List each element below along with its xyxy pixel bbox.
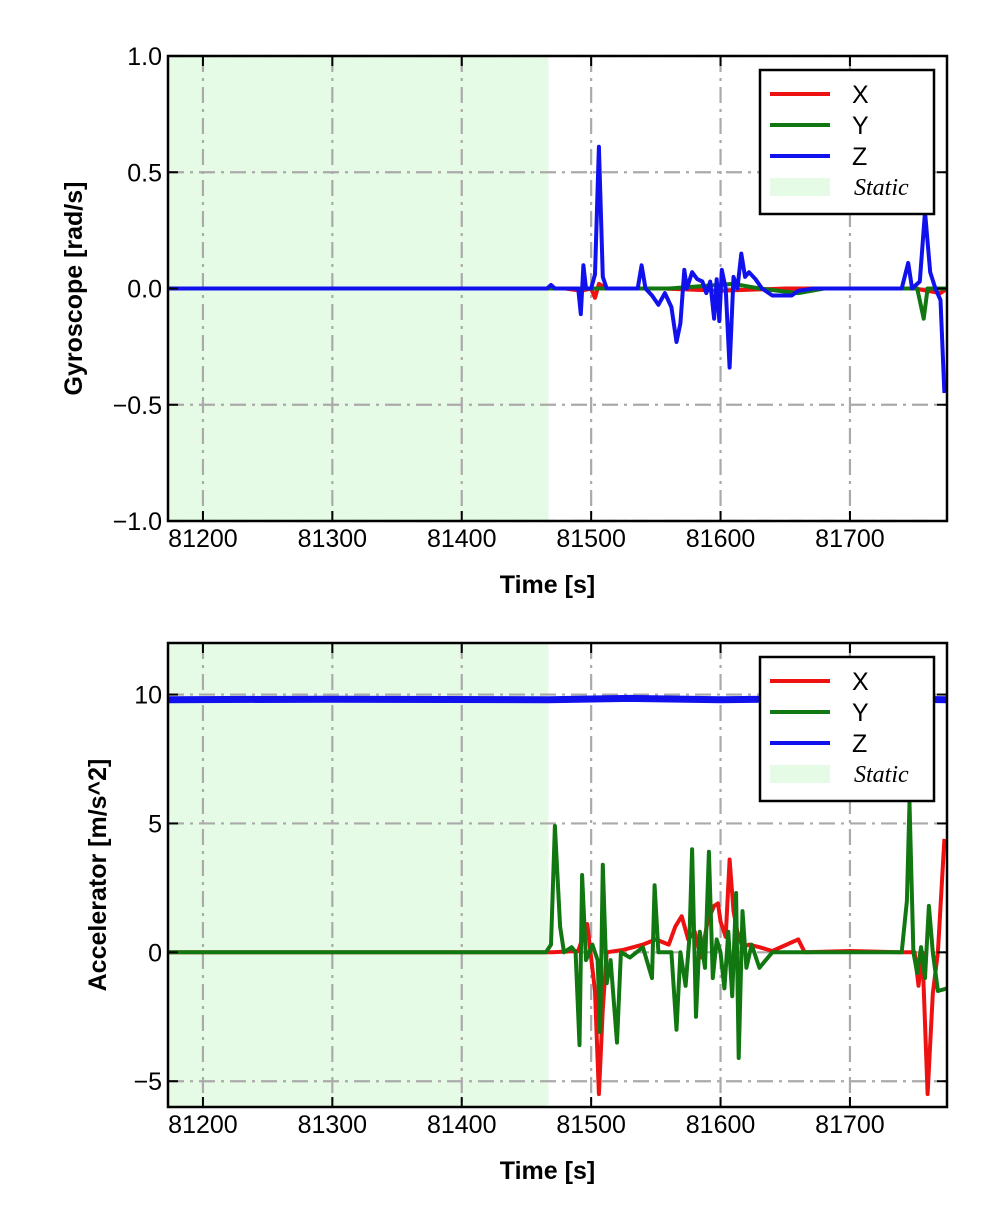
legend-swatch-static <box>770 765 830 783</box>
x-tick-label: 81400 <box>427 525 497 553</box>
legend: XYZ Static <box>758 655 936 803</box>
y-axis-title: Gyroscope [rad/s] <box>60 182 88 396</box>
x-tick-label: 81600 <box>686 1111 756 1139</box>
series-line-y <box>168 800 947 1060</box>
y-tick-label: −1.0 <box>113 508 162 536</box>
x-tick-label: 81500 <box>556 1111 626 1139</box>
series-line-x <box>168 838 947 1097</box>
legend-label-x: X <box>852 81 869 109</box>
x-tick-label: 81300 <box>298 525 368 553</box>
legend-label-static: Static <box>854 175 909 201</box>
y-axis-title: Accelerator [m/s^2] <box>84 759 112 992</box>
x-tick-label: 81300 <box>298 1111 368 1139</box>
x-tick-label: 81700 <box>815 525 885 553</box>
legend: XYZ Static <box>758 68 936 216</box>
x-axis-title: Time [s] <box>500 571 595 599</box>
y-tick-label: 1.0 <box>127 43 162 71</box>
y-tick-label: 0.0 <box>127 276 162 304</box>
legend-label-z: Z <box>852 730 867 758</box>
x-axis-title: Time [s] <box>500 1157 595 1185</box>
legend-label-z: Z <box>852 143 867 171</box>
plot-frame <box>166 641 949 1109</box>
x-tick-label: 81200 <box>168 525 238 553</box>
y-tick-label: 0.5 <box>127 159 162 187</box>
legend-swatch-static <box>770 178 830 196</box>
x-tick-label: 81500 <box>556 525 626 553</box>
legend-label-y: Y <box>852 112 869 140</box>
legend-label-static: Static <box>854 762 909 788</box>
y-tick-label: −5 <box>133 1068 162 1096</box>
chart-1: 81200 81300 81400 81500 81600 81700 −1.0 −0.5 0.… <box>60 43 949 599</box>
series-line-z <box>168 144 947 394</box>
y-tick-label: 0 <box>148 939 162 967</box>
chart-2: 81200 81300 81400 81500 81600 81700 −5 0 5 10 Time… <box>84 641 949 1185</box>
x-tick-label: 81400 <box>427 1111 497 1139</box>
series-group <box>168 144 947 394</box>
legend-label-x: X <box>852 668 869 696</box>
static-region <box>168 643 549 1107</box>
y-tick-label: 10 <box>134 682 162 710</box>
x-tick-label: 81600 <box>686 525 756 553</box>
x-tick-label: 81200 <box>168 1111 238 1139</box>
y-tick-label: 5 <box>148 810 162 838</box>
y-tick-label: −0.5 <box>113 392 162 420</box>
x-tick-label: 81700 <box>815 1111 885 1139</box>
legend-label-y: Y <box>852 699 869 727</box>
